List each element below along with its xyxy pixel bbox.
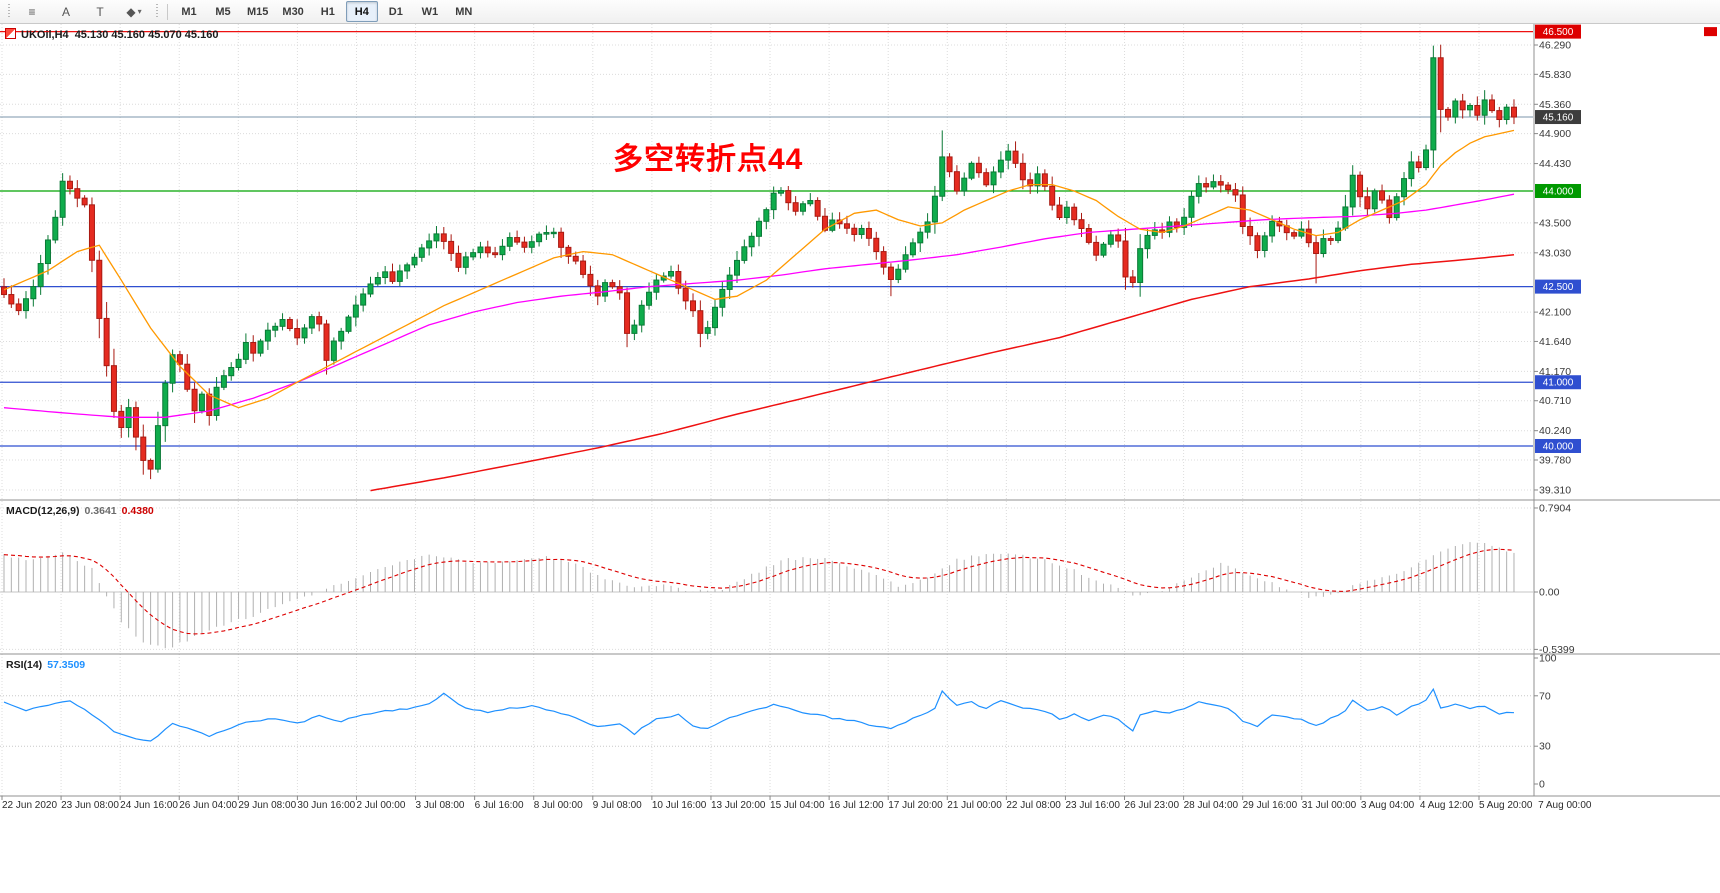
rsi-title: RSI(14): [6, 659, 43, 671]
svg-text:6 Jul 16:00: 6 Jul 16:00: [475, 800, 524, 811]
svg-text:5 Aug 20:00: 5 Aug 20:00: [1479, 800, 1533, 811]
level-lines-layer: [0, 31, 1533, 447]
svg-text:0.7904: 0.7904: [1539, 502, 1571, 514]
macd-value-main: 0.3641: [84, 505, 117, 517]
svg-text:44.900: 44.900: [1539, 128, 1571, 140]
svg-text:40.240: 40.240: [1539, 425, 1571, 437]
time-axis[interactable]: 22 Jun 2020 23 Jun 08:00 24 Jun 16:00 26 Ju…: [1, 796, 1592, 811]
rsi-indicator-label: RSI(14) 57.3509: [6, 659, 90, 671]
timeframe-M15[interactable]: M15: [247, 5, 269, 18]
svg-text:10 Jul 16:00: 10 Jul 16:00: [652, 800, 707, 811]
chart-annotation-text[interactable]: 多空转折点44: [613, 143, 804, 176]
dropdown-caret-icon: ▾: [137, 7, 142, 16]
svg-text:43.030: 43.030: [1539, 247, 1571, 259]
chart-area: 46.290 45.830 45.360 44.900 44.430 43.500 43.0…: [0, 24, 1720, 893]
macd-pane-layer: [3, 542, 1515, 649]
svg-text:46.290: 46.290: [1539, 40, 1571, 52]
svg-text:43.500: 43.500: [1539, 217, 1571, 229]
macd-value-signal: 0.4380: [121, 505, 154, 517]
svg-text:46.500: 46.500: [1543, 27, 1574, 38]
svg-text:22 Jul 08:00: 22 Jul 08:00: [1006, 800, 1061, 811]
timeframe-toolbar: M1 M5 M15 M30 H1 H4 D1 W1 MN: [172, 1, 481, 22]
svg-text:24 Jun 16:00: 24 Jun 16:00: [120, 800, 178, 811]
shapes-button[interactable]: ◆ ▾: [126, 4, 142, 19]
svg-text:30: 30: [1539, 741, 1551, 753]
svg-text:39.780: 39.780: [1539, 455, 1571, 467]
svg-text:30 Jun 16:00: 30 Jun 16:00: [297, 800, 355, 811]
svg-text:23 Jun 08:00: 23 Jun 08:00: [61, 800, 119, 811]
svg-text:70: 70: [1539, 690, 1551, 702]
toolbar-grip-2[interactable]: [155, 4, 159, 19]
svg-text:22 Jun 2020: 22 Jun 2020: [2, 800, 57, 811]
timeframe-M5[interactable]: M5: [215, 5, 231, 18]
svg-text:16 Jul 12:00: 16 Jul 12:00: [829, 800, 884, 811]
symbol-icon: [5, 28, 16, 39]
toolbar-separator: [167, 3, 168, 20]
drawing-tools-group: ≡ A T ◆ ▾: [15, 1, 151, 22]
textbox-button[interactable]: T: [96, 4, 104, 19]
timeframe-H4[interactable]: H4: [345, 1, 378, 22]
svg-text:3 Jul 08:00: 3 Jul 08:00: [416, 800, 465, 811]
svg-text:3 Aug 04:00: 3 Aug 04:00: [1361, 800, 1415, 811]
svg-text:8 Jul 00:00: 8 Jul 00:00: [534, 800, 583, 811]
svg-text:21 Jul 00:00: 21 Jul 00:00: [947, 800, 1002, 811]
svg-text:26 Jul 23:00: 26 Jul 23:00: [1125, 800, 1180, 811]
svg-text:23 Jul 16:00: 23 Jul 16:00: [1065, 800, 1120, 811]
line-studies-button[interactable]: ≡: [28, 4, 36, 19]
symbol-name: UKOil,H4: [21, 29, 69, 41]
svg-text:41.170: 41.170: [1539, 366, 1571, 378]
svg-text:0: 0: [1539, 779, 1545, 791]
rsi-pane-layer: [3, 687, 1515, 742]
svg-text:39.310: 39.310: [1539, 484, 1571, 496]
svg-text:42.500: 42.500: [1543, 282, 1574, 293]
timeframe-MN[interactable]: MN: [455, 5, 473, 18]
svg-text:45.160: 45.160: [1543, 113, 1574, 124]
svg-text:13 Jul 20:00: 13 Jul 20:00: [711, 800, 766, 811]
svg-text:-0.5399: -0.5399: [1539, 644, 1575, 656]
svg-text:45.830: 45.830: [1539, 69, 1571, 81]
price-badges: 46.500 45.160 44.000 42.500 41.000 40.000: [1535, 24, 1717, 453]
top-toolbar: ≡ A T ◆ ▾ M1 M5 M15 M30 H1 H4 D1 W1 MN: [0, 0, 1720, 24]
svg-text:41.640: 41.640: [1539, 336, 1571, 348]
svg-text:17 Jul 20:00: 17 Jul 20:00: [888, 800, 943, 811]
text-annotation-button[interactable]: A: [61, 4, 70, 19]
timeframe-H1[interactable]: H1: [320, 5, 335, 18]
svg-text:0.00: 0.00: [1539, 587, 1560, 599]
candles-layer: [1, 44, 1517, 480]
symbol-ohlc-label: UKOil,H4 45.130 45.160 45.070 45.160: [5, 28, 218, 41]
svg-text:2 Jul 00:00: 2 Jul 00:00: [356, 800, 405, 811]
macd-indicator-label: MACD(12,26,9) 0.3641 0.4380: [6, 505, 159, 517]
price-axis[interactable]: 46.290 45.830 45.360 44.900 44.430 43.500 43.0…: [0, 24, 1720, 797]
ohlc-values: 45.130 45.160 45.070 45.160: [74, 29, 219, 41]
svg-text:29 Jun 08:00: 29 Jun 08:00: [238, 800, 296, 811]
svg-text:100: 100: [1539, 653, 1557, 665]
moving-averages-layer: [3, 129, 1515, 492]
svg-text:28 Jul 04:00: 28 Jul 04:00: [1184, 800, 1239, 811]
svg-text:31 Jul 00:00: 31 Jul 00:00: [1302, 800, 1357, 811]
svg-text:45.360: 45.360: [1539, 99, 1571, 111]
timeframe-D1[interactable]: D1: [388, 5, 403, 18]
svg-text:40.710: 40.710: [1539, 395, 1571, 407]
svg-text:44.000: 44.000: [1543, 186, 1574, 197]
svg-text:41.000: 41.000: [1543, 378, 1574, 389]
svg-text:26 Jun 04:00: 26 Jun 04:00: [179, 800, 237, 811]
svg-text:4 Aug 12:00: 4 Aug 12:00: [1420, 800, 1474, 811]
timeframe-W1[interactable]: W1: [421, 5, 439, 18]
timeframe-M30[interactable]: M30: [282, 5, 304, 18]
svg-text:9 Jul 08:00: 9 Jul 08:00: [593, 800, 642, 811]
rsi-value: 57.3509: [47, 659, 86, 671]
chart-canvas[interactable]: 46.290 45.830 45.360 44.900 44.430 43.500 43.0…: [0, 24, 1720, 893]
svg-text:42.100: 42.100: [1539, 307, 1571, 319]
svg-text:40.000: 40.000: [1543, 441, 1574, 452]
svg-text:15 Jul 04:00: 15 Jul 04:00: [770, 800, 825, 811]
svg-text:44.430: 44.430: [1539, 158, 1571, 170]
timeframe-M1[interactable]: M1: [181, 5, 197, 18]
toolbar-grip[interactable]: [7, 4, 11, 19]
svg-text:7 Aug 00:00: 7 Aug 00:00: [1538, 800, 1592, 811]
macd-title: MACD(12,26,9): [6, 505, 80, 517]
svg-text:29 Jul 16:00: 29 Jul 16:00: [1243, 800, 1298, 811]
